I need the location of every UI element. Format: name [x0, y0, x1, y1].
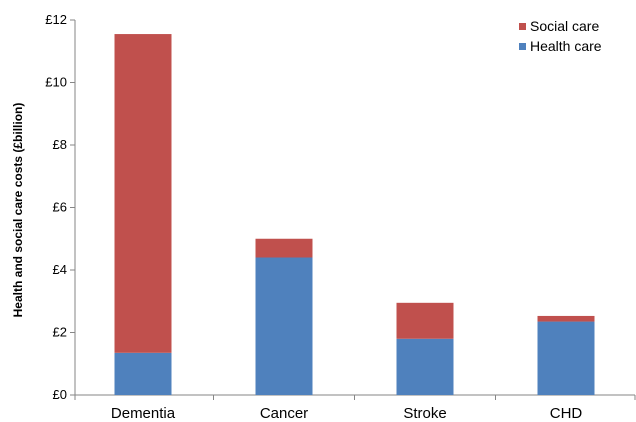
bar-social-care-chd [537, 315, 595, 322]
bar-health-care-cancer [255, 257, 313, 395]
legend-label: Social care [530, 18, 599, 34]
x-category-label: Stroke [403, 405, 446, 422]
bar-health-care-chd [537, 321, 595, 395]
x-category-label: Cancer [260, 405, 308, 422]
y-tick-label: £10 [45, 75, 67, 90]
y-tick-label: £0 [53, 387, 67, 402]
y-tick-label: £12 [45, 12, 67, 27]
x-category-label: CHD [550, 405, 583, 422]
y-tick-label: £8 [53, 137, 67, 152]
y-tick-label: £2 [53, 325, 67, 340]
y-tick-label: £6 [53, 200, 67, 215]
legend-swatch-social-care [519, 23, 526, 30]
bar-social-care-dementia [114, 34, 172, 353]
legend: Social care Health care [519, 18, 602, 54]
x-category-label: Dementia [111, 405, 176, 422]
bar-health-care-stroke [396, 338, 454, 395]
plot-area: £0 £2 £4 £6 £8 £10 £12 Dementia Cancer Stroke CHD [45, 12, 636, 422]
bar-health-care-dementia [114, 352, 172, 395]
bar-social-care-stroke [396, 302, 454, 339]
y-tick-label: £4 [53, 262, 67, 277]
bar-social-care-cancer [255, 238, 313, 258]
y-axis-title: Health and social care costs (£billion) [11, 103, 25, 318]
legend-label: Health care [530, 38, 602, 54]
legend-swatch-health-care [519, 43, 526, 50]
